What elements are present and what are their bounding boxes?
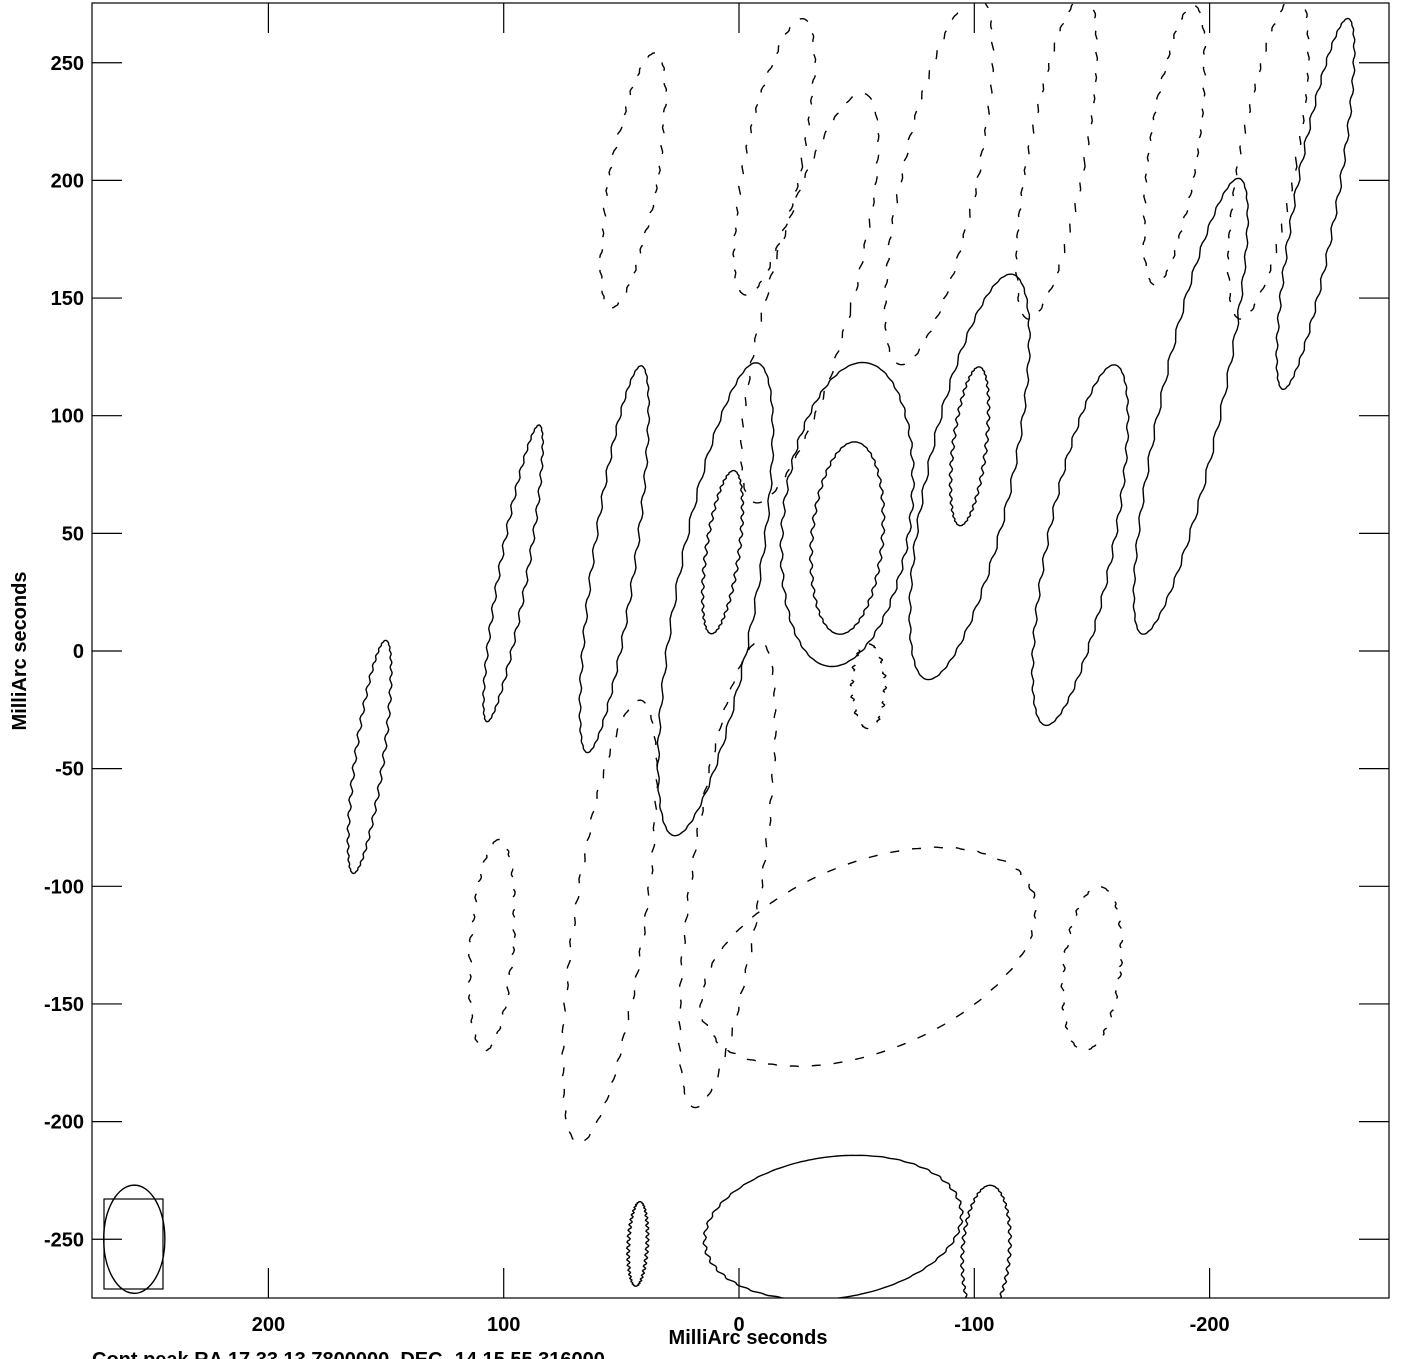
- contour-neg-6: [1141, 4, 1207, 286]
- y-tick-label-7: -100: [44, 876, 84, 898]
- contour-neg-8: [467, 838, 517, 1052]
- contour-neg-3: [739, 92, 880, 504]
- contour-neg-1: [599, 52, 668, 309]
- contour-neg-12: [1060, 886, 1124, 1052]
- contour-pos-11: [1132, 177, 1250, 635]
- contour-neg-9: [560, 699, 659, 1144]
- y-tick-label-2: 150: [51, 288, 84, 310]
- contour-pos-14: [702, 1154, 964, 1298]
- beam-box: [102, 1184, 166, 1295]
- y-tick-label-0: 250: [51, 53, 84, 75]
- tick-labels: 200 100 0 -100 -200 250 200 150 100 50 0 -50 -100 -15…: [44, 53, 1230, 1336]
- contour-pos-6: [779, 361, 916, 668]
- beam-frame: [103, 1198, 164, 1290]
- contour-neg-2: [732, 18, 817, 296]
- contour-pos-12: [1275, 17, 1356, 390]
- contour-pos-8: [908, 273, 1032, 681]
- x-tick-label-1: 100: [487, 1314, 520, 1336]
- contour-pos-7: [808, 441, 886, 635]
- contour-neg-4: [883, 3, 995, 366]
- contour-pos-5: [700, 469, 745, 635]
- y-tick-label-3: 100: [51, 406, 84, 428]
- contour-pos-1: [346, 639, 393, 875]
- contour-neg-11: [699, 846, 1038, 1068]
- contour-pos-15: [959, 1184, 1013, 1298]
- x-tick-label-2: 0: [733, 1314, 744, 1336]
- y-tick-label-6: -50: [55, 759, 84, 781]
- contour-pos-2: [482, 424, 545, 723]
- x-tick-label-0: 200: [252, 1314, 285, 1336]
- contour-neg-7: [1226, 3, 1311, 320]
- x-tick-label-3: -100: [954, 1314, 994, 1336]
- beam-ellipse: [102, 1184, 166, 1295]
- axis-ticks: [92, 3, 1389, 1298]
- y-tick-label-9: -200: [44, 1112, 84, 1134]
- y-tick-label-8: -150: [44, 994, 84, 1016]
- y-axis-label: MilliArc seconds: [9, 572, 31, 731]
- contour-pos-10: [1030, 364, 1130, 727]
- contour-pos-3: [578, 365, 651, 754]
- contour-neg-10: [677, 640, 777, 1109]
- y-tick-label-10: -250: [44, 1229, 84, 1251]
- plot-frame: [91, 2, 1390, 1299]
- y-tick-label-4: 50: [62, 523, 84, 545]
- contour-pos-4: [656, 362, 775, 837]
- contour-lines: [346, 3, 1356, 1298]
- x-tick-label-4: -200: [1190, 1314, 1230, 1336]
- y-tick-label-1: 200: [51, 170, 84, 192]
- y-tick-label-5: 0: [73, 641, 84, 663]
- contour-pos-9: [948, 366, 991, 527]
- x-axis-label: MilliArc seconds: [669, 1327, 828, 1349]
- footer-caption: Cont peak RA 17 33 13.7800000, DEC -14 1…: [92, 1349, 605, 1359]
- contour-neg-5: [1015, 3, 1099, 320]
- contour-pos-13: [625, 1201, 650, 1288]
